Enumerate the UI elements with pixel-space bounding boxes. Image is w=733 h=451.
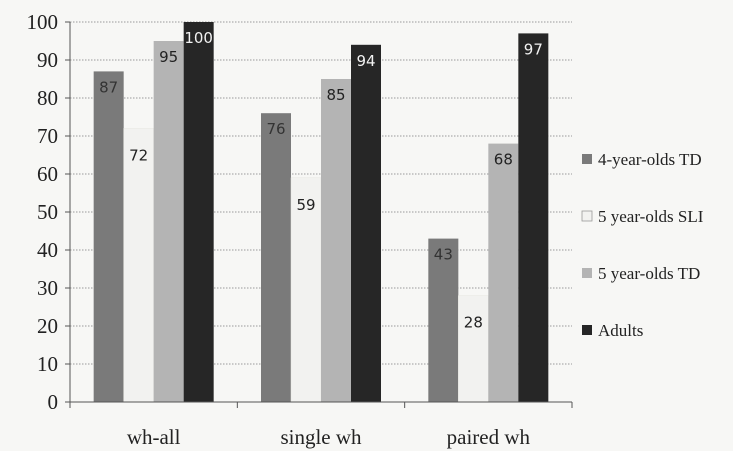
data-label-4-1: 100	[184, 29, 213, 47]
data-label-2-1: 72	[129, 146, 148, 164]
data-label-4-2: 94	[356, 52, 375, 70]
data-labels: 87 72 95 100 76 59 85 94 43 28 68 97	[99, 29, 543, 332]
legend-label: Adults	[598, 321, 643, 340]
y-tick-label: 50	[37, 200, 58, 224]
legend-entry-3: 5 year-olds TD	[582, 264, 700, 283]
bar-4-3	[518, 33, 549, 403]
bar-4-2	[351, 44, 381, 403]
data-label-3-3: 68	[494, 151, 513, 169]
y-tick-label: 20	[37, 314, 58, 338]
bar-3-1	[153, 41, 184, 402]
legend-entry-2: 5 year-olds SLI	[581, 207, 704, 226]
x-axis-category-labels: wh-all single wh paired wh	[127, 425, 531, 449]
data-label-2-3: 28	[464, 314, 483, 332]
bar-2-3	[458, 295, 489, 403]
bar-1-1	[93, 71, 124, 403]
data-label-2-2: 59	[296, 196, 315, 214]
bar-1-3	[428, 238, 459, 402]
bar-4-1	[183, 22, 214, 402]
legend-label: 5 year-olds SLI	[598, 207, 704, 226]
y-tick-label: 100	[27, 10, 59, 34]
bar-3-3	[488, 143, 519, 402]
y-tick-label: 90	[37, 48, 58, 72]
bar-2-2	[290, 177, 322, 403]
y-tick-label: 60	[37, 162, 58, 186]
x-category-label: wh-all	[127, 425, 181, 449]
legend-swatch	[582, 325, 592, 335]
data-label-1-2: 76	[266, 120, 285, 138]
y-tick-label: 30	[37, 276, 58, 300]
bars	[93, 22, 549, 403]
legend-swatch	[582, 154, 592, 164]
legend-entry-1: 4-year-olds TD	[582, 150, 702, 169]
legend-label: 4-year-olds TD	[598, 150, 702, 169]
legend-entry-4: Adults	[582, 321, 643, 340]
legend: 4-year-olds TD 5 year-olds SLI 5 year-olds…	[581, 150, 704, 340]
bar-3-2	[321, 79, 351, 402]
x-category-label: single wh	[280, 425, 362, 449]
y-tick-label: 70	[37, 124, 58, 148]
y-axis-tick-labels: 0 10 20 30 40 50 60 70 80 90 100	[27, 10, 59, 414]
y-tick-label: 80	[37, 86, 58, 110]
data-label-3-1: 95	[159, 48, 178, 66]
data-label-3-2: 85	[326, 86, 345, 104]
legend-swatch	[581, 210, 593, 222]
bar-2-1	[123, 128, 154, 403]
bar-1-2	[261, 113, 291, 402]
legend-label: 5 year-olds TD	[598, 264, 700, 283]
x-category-label: paired wh	[447, 425, 531, 449]
data-label-4-3: 97	[524, 40, 543, 58]
axes	[65, 21, 573, 408]
y-tick-label: 10	[37, 352, 58, 376]
legend-swatch	[582, 268, 592, 278]
y-tick-label: 40	[37, 238, 58, 262]
y-tick-label: 0	[48, 390, 59, 414]
data-label-1-1: 87	[99, 78, 118, 96]
data-label-1-3: 43	[434, 246, 453, 264]
